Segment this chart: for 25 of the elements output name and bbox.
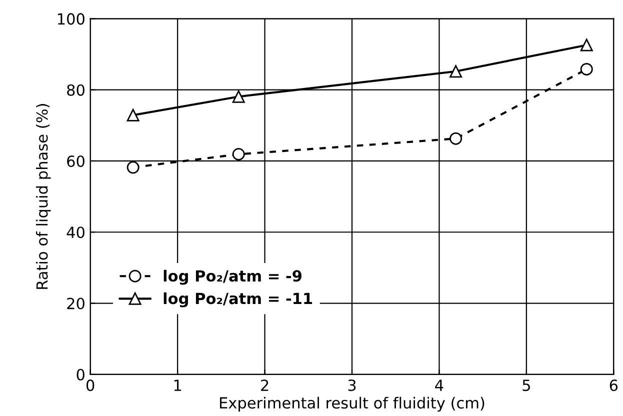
x-tick-label: 0 xyxy=(86,380,94,392)
point xyxy=(580,38,593,52)
point xyxy=(450,65,462,78)
x-tick-label: 3 xyxy=(348,380,356,392)
x-axis-title: Experimental result of fluidity (cm) xyxy=(220,396,484,412)
point xyxy=(232,90,245,103)
legend-label: log Po₂/atm = -9 xyxy=(164,270,302,285)
y-tick-label: 0 xyxy=(76,368,84,380)
point xyxy=(580,62,593,76)
x-tick-label: 6 xyxy=(610,380,618,392)
x-tick-label: 2 xyxy=(261,380,268,391)
point xyxy=(450,132,462,145)
x-tick-label: 5 xyxy=(522,380,530,392)
point xyxy=(126,161,140,174)
x-tick-label: 4 xyxy=(435,380,444,391)
point xyxy=(126,108,140,122)
y-tick-label: 60 xyxy=(67,155,84,168)
y-axis-title: Ratio of liquid phase (%) xyxy=(36,104,51,289)
legend-label: log Po₂/atm = -11 xyxy=(164,292,312,308)
point xyxy=(232,148,245,160)
y-tick-label: 20 xyxy=(67,298,84,310)
y-tick-label: 40 xyxy=(66,226,84,238)
y-tick-label: 100 xyxy=(58,13,84,25)
x-tick-label: 1 xyxy=(174,380,182,391)
y-tick-label: 80 xyxy=(67,84,84,96)
